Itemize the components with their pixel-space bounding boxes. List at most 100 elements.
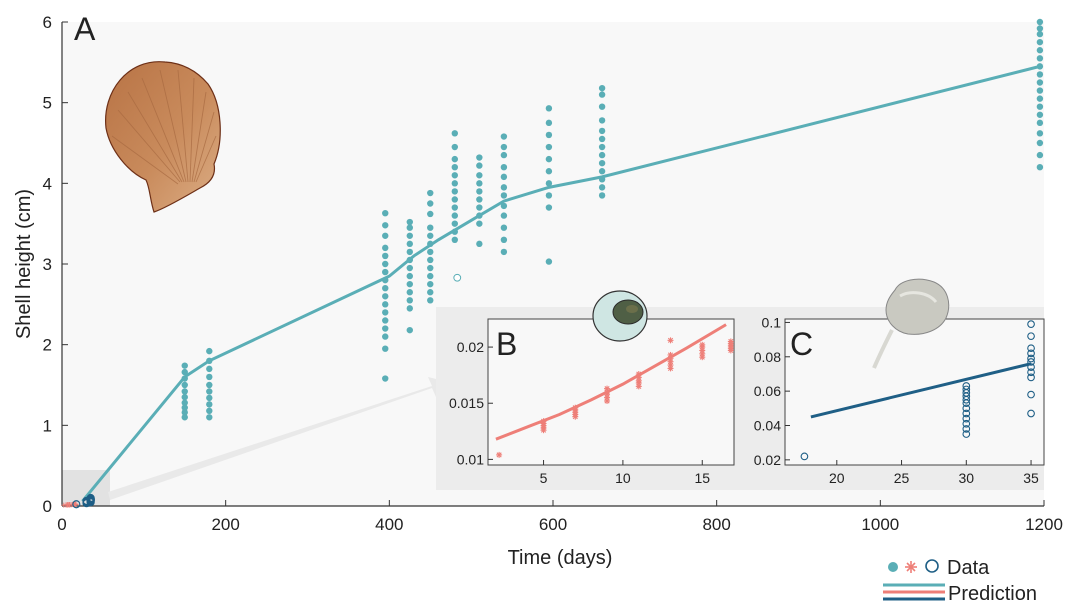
x-tick-label: 0 xyxy=(57,515,66,534)
data-point xyxy=(382,309,389,316)
data-point xyxy=(476,172,483,179)
data-point xyxy=(206,388,213,395)
inset-y-tick-label: 0.06 xyxy=(754,383,781,399)
data-point xyxy=(427,289,434,296)
prediction-line-c xyxy=(810,362,1032,419)
inset-data-ring xyxy=(1027,349,1035,358)
data-point xyxy=(181,393,188,401)
data-point xyxy=(181,362,188,369)
data-point xyxy=(500,173,508,181)
inset-data-ring xyxy=(1027,358,1035,366)
data-point xyxy=(382,317,389,324)
data-point xyxy=(451,143,458,151)
data-point xyxy=(406,297,413,304)
inset-data-ring xyxy=(962,409,971,418)
data-point xyxy=(1036,71,1044,78)
inset-data-ring xyxy=(1027,354,1035,363)
inset-x-tick-label: 15 xyxy=(694,470,710,486)
inset-data-ring xyxy=(1027,368,1035,377)
data-point xyxy=(451,236,458,243)
data-point xyxy=(598,192,606,199)
y-tick-label: 0 xyxy=(43,497,52,516)
juvenile-data-ring xyxy=(86,493,95,503)
inset-data-star xyxy=(727,338,734,345)
data-point xyxy=(206,414,213,421)
data-point xyxy=(545,131,553,139)
x-axis-label: Time (days) xyxy=(508,547,613,569)
y-tick-label: 4 xyxy=(43,174,52,193)
data-point xyxy=(427,272,434,280)
data-point xyxy=(1036,30,1044,38)
y-tick-label: 3 xyxy=(43,255,52,274)
inset-data-ring xyxy=(962,419,971,428)
data-point xyxy=(382,301,389,308)
data-point xyxy=(545,258,553,265)
data-point xyxy=(382,285,389,292)
legend-prediction-label: Prediction xyxy=(948,583,1037,605)
inset-x-tick-label: 25 xyxy=(894,470,910,486)
data-point xyxy=(451,130,458,137)
inset-data-ring xyxy=(962,425,971,433)
data-point xyxy=(476,220,483,227)
scallop-shell-icon xyxy=(105,61,221,213)
data-point xyxy=(545,105,553,112)
data-point xyxy=(1036,87,1044,94)
data-point xyxy=(1036,25,1044,32)
data-point xyxy=(181,388,188,395)
data-point xyxy=(598,91,606,98)
inset-y-tick-label: 0.02 xyxy=(754,452,781,468)
data-point xyxy=(476,204,483,211)
data-point xyxy=(500,236,508,243)
data-point xyxy=(476,180,483,187)
data-point xyxy=(545,180,553,187)
prediction-line-a xyxy=(81,64,1041,503)
data-point xyxy=(427,232,434,239)
data-point xyxy=(427,280,434,288)
data-point xyxy=(382,345,389,352)
inset-y-tick-label: 0.02 xyxy=(457,339,484,355)
data-point xyxy=(406,289,413,296)
data-point xyxy=(1036,38,1044,46)
data-point xyxy=(451,204,458,211)
inset-data-ring xyxy=(962,385,971,394)
data-point xyxy=(181,409,188,416)
data-point xyxy=(206,401,213,408)
data-point xyxy=(406,248,413,256)
data-point xyxy=(181,381,188,389)
inset-data-ring xyxy=(1027,373,1035,382)
data-point xyxy=(451,180,458,187)
data-point xyxy=(181,404,188,411)
x-tick-label: 1200 xyxy=(1025,515,1063,534)
data-point xyxy=(451,164,458,171)
data-point xyxy=(476,188,483,195)
y-axis-label: Shell height (cm) xyxy=(13,189,35,339)
data-point xyxy=(500,212,508,219)
data-point xyxy=(545,168,553,175)
panel-letter-c: C xyxy=(790,326,813,362)
data-point xyxy=(206,407,213,415)
data-point xyxy=(598,127,606,135)
data-point xyxy=(598,151,606,159)
inset-y-tick-label: 0.04 xyxy=(754,417,781,433)
data-point xyxy=(598,103,606,110)
inset-y-tick-label: 0.015 xyxy=(449,395,484,411)
data-point xyxy=(1036,130,1044,137)
data-point xyxy=(382,260,389,268)
inset-data-ring xyxy=(1027,390,1035,399)
data-point xyxy=(1036,151,1044,159)
data-point xyxy=(598,84,606,92)
data-point xyxy=(1036,79,1044,86)
inset-x-tick-label: 35 xyxy=(1023,470,1039,486)
data-point xyxy=(1036,47,1044,54)
inset-x-tick-label: 20 xyxy=(829,470,845,486)
data-point xyxy=(1036,103,1044,110)
data-point xyxy=(1036,164,1044,171)
x-tick-label: 800 xyxy=(702,515,730,534)
data-point xyxy=(427,256,434,264)
y-tick-label: 5 xyxy=(43,94,52,113)
data-point xyxy=(545,204,553,211)
inset-y-tick-label: 0.01 xyxy=(457,451,484,467)
data-point xyxy=(206,381,213,389)
data-point xyxy=(598,117,606,124)
